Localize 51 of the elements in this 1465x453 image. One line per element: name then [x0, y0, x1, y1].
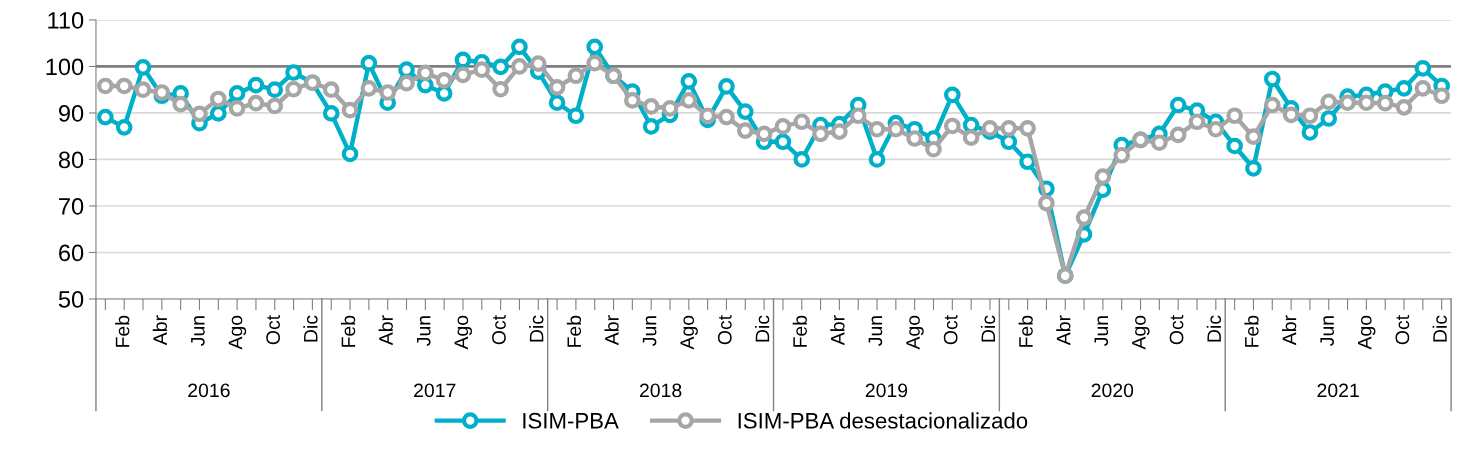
x-tick-label: Ago: [454, 315, 473, 350]
y-tick-label: 80: [58, 151, 84, 169]
text: 2017: [414, 383, 456, 398]
y-tick-label: 70: [59, 198, 84, 215]
text: 2018: [639, 383, 682, 398]
x-tick-label: Feb: [340, 315, 356, 347]
x-tick-label: Jun: [868, 316, 883, 346]
x-tick-label: Ago: [1358, 315, 1376, 350]
x-tick-label: Jun: [416, 316, 431, 346]
x-tick-label: Abr: [1056, 315, 1071, 346]
x-tick-label: Oct: [1169, 315, 1184, 345]
text: 2019: [865, 383, 908, 398]
x-tick-label: Jun: [1094, 316, 1109, 346]
x-tick-label: Jun: [1320, 316, 1334, 346]
x-tick-label: Dic: [1206, 315, 1222, 342]
x-tick-label: Oct: [943, 315, 958, 345]
text: 2016: [188, 383, 230, 398]
x-tick-label: Abr: [1282, 315, 1297, 346]
x-tick-label: Feb: [1018, 315, 1033, 347]
y-tick-label: 60: [59, 244, 84, 262]
x-tick-label: Abr: [378, 315, 393, 346]
x-tick-label: Feb: [1244, 315, 1259, 347]
x-tick-label: Dic: [755, 315, 770, 342]
x-tick-label: Oct: [717, 315, 732, 345]
y-tick-label: 90: [59, 105, 84, 122]
x-tick-label: Feb: [566, 315, 582, 347]
x-tick-label: Ago: [906, 315, 924, 350]
x-tick-label: Dic: [980, 315, 996, 342]
x-tick-label: Dic: [529, 315, 544, 342]
x-tick-label: Abr: [830, 315, 845, 346]
text: 2021: [1317, 383, 1359, 398]
x-tick-label: Abr: [604, 315, 619, 346]
x-tick-label: Ago: [680, 315, 698, 350]
x-tick-label: Abr: [152, 315, 168, 346]
x-tick-label: Ago: [1132, 315, 1150, 350]
legend-label: ISIM-PBA desestacionalizado: [738, 412, 1028, 429]
x-tick-label: Oct: [266, 315, 280, 345]
x-tick-label: Feb: [115, 315, 130, 347]
y-tick-label: 100: [46, 58, 84, 76]
legend-label: ISIM-PBA: [523, 412, 619, 429]
x-tick-label: Oct: [1395, 315, 1410, 345]
x-tick-label: Oct: [492, 315, 506, 345]
x-tick-label: Dic: [1432, 315, 1447, 342]
x-tick-label: Jun: [191, 316, 205, 346]
y-tick-label: 50: [58, 291, 84, 308]
x-tick-label: Dic: [303, 315, 318, 342]
y-tick-label: 110: [48, 12, 84, 29]
x-tick-label: Jun: [642, 316, 657, 346]
x-tick-label: Ago: [228, 315, 247, 350]
x-tick-label: Feb: [792, 315, 807, 347]
text: 2020: [1091, 383, 1134, 398]
